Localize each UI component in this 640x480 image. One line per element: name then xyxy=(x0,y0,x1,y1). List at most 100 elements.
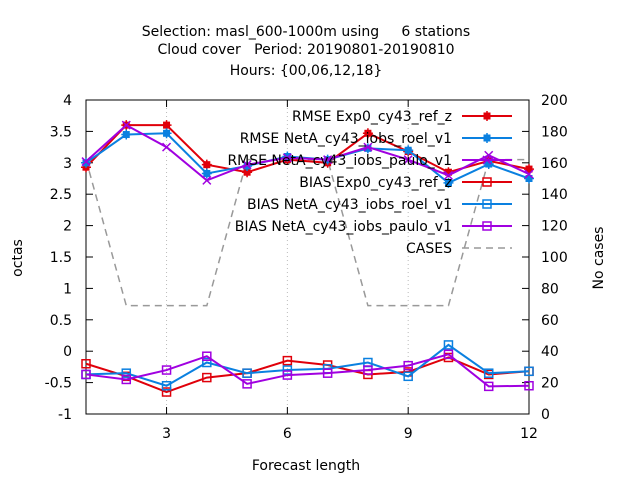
data-point xyxy=(161,365,172,375)
legend-marker xyxy=(482,177,492,187)
legend: RMSE Exp0_cy43_ref_z RMSE NetA_cy43_iobs_… xyxy=(227,109,512,257)
legend-item-bias-neta-cy43-iobs-paulo-v1: BIAS NetA_cy43_iobs_paulo_v1 xyxy=(235,219,512,235)
data-point xyxy=(81,359,91,369)
x-axis-label: Forecast length xyxy=(252,458,360,474)
data-point xyxy=(161,387,172,397)
data-point xyxy=(202,175,212,185)
y-tick-label: 4 xyxy=(63,93,72,109)
series-line-bias-neta-cy43-iobs-paulo-v1 xyxy=(85,353,530,388)
y-axis-label: octas xyxy=(10,239,26,277)
data-point xyxy=(202,357,212,368)
y-tick-label: 3.5 xyxy=(50,124,72,140)
data-point xyxy=(524,366,534,377)
data-point xyxy=(202,372,212,383)
data-point xyxy=(403,155,413,165)
legend-marker xyxy=(482,221,492,231)
data-point xyxy=(121,374,132,385)
data-point xyxy=(242,368,252,378)
series-bias-neta-cy43-iobs-paulo-v1 xyxy=(81,349,534,392)
chart-title: Selection: masl_600-1000m using 6 statio… xyxy=(142,24,470,79)
y-tick-label: 1 xyxy=(63,281,72,297)
data-point xyxy=(121,129,132,140)
x-tick-label: 9 xyxy=(404,426,413,442)
data-point xyxy=(363,142,373,152)
data-point xyxy=(282,370,293,380)
series-cases xyxy=(85,158,529,307)
data-point xyxy=(443,349,454,360)
data-point xyxy=(363,365,373,375)
y-tick-label: -0.5 xyxy=(45,376,72,392)
data-point xyxy=(524,169,534,179)
series-line-rmse-neta-cy43-iobs-paulo-v1 xyxy=(85,123,530,182)
y2-tick-label: 80 xyxy=(541,281,559,297)
y-tick-label: -1 xyxy=(58,407,72,423)
legend-marker xyxy=(482,155,492,165)
legend-marker xyxy=(482,199,492,209)
series-line-cases xyxy=(85,158,529,307)
data-point xyxy=(282,151,293,162)
data-point xyxy=(524,164,534,175)
series-line-bias-neta-cy43-iobs-roel-v1 xyxy=(85,343,530,387)
tick-labels: -1-0.500.511.522.533.5402040608010012014… xyxy=(45,93,568,442)
legend-item-bias-exp0-cy43-ref-z: BIAS Exp0_cy43_ref_z xyxy=(299,175,512,191)
y2-axis-label: No cases xyxy=(591,227,607,290)
axes xyxy=(85,99,530,415)
data-point xyxy=(201,168,212,179)
data-point xyxy=(443,177,454,188)
data-point xyxy=(282,153,292,163)
y-tick-label: 1.5 xyxy=(50,250,72,266)
data-point xyxy=(242,160,252,170)
legend-label: BIAS NetA_cy43_iobs_roel_v1 xyxy=(247,197,452,213)
data-point xyxy=(322,368,333,378)
x-tick-label: 12 xyxy=(520,426,538,442)
y2-tick-label: 120 xyxy=(541,219,568,235)
legend-label: BIAS Exp0_cy43_ref_z xyxy=(299,175,452,191)
legend-item-rmse-exp0-cy43-ref-z: RMSE Exp0_cy43_ref_z xyxy=(292,109,512,125)
data-point xyxy=(483,381,494,392)
series-rmse-neta-cy43-iobs-paulo-v1 xyxy=(81,120,534,185)
data-point xyxy=(403,145,414,156)
data-point xyxy=(121,368,132,378)
y2-tick-label: 140 xyxy=(541,187,568,203)
data-point xyxy=(81,157,91,167)
data-point xyxy=(202,351,212,361)
legend-label: RMSE Exp0_cy43_ref_z xyxy=(292,109,452,125)
data-point xyxy=(362,128,373,139)
data-point xyxy=(161,128,172,139)
data-point xyxy=(524,173,534,184)
data-point xyxy=(282,365,293,375)
legend-item-bias-neta-cy43-iobs-roel-v1: BIAS NetA_cy43_iobs_roel_v1 xyxy=(247,197,512,213)
y2-tick-label: 180 xyxy=(541,124,568,140)
legend-item-rmse-neta-cy43-iobs-roel-v1: RMSE NetA_cy43_iobs_roel_v1 xyxy=(240,131,512,147)
y2-tick-label: 200 xyxy=(541,93,568,109)
legend-label: RMSE NetA_cy43_iobs_paulo_v1 xyxy=(227,153,452,169)
data-point xyxy=(524,380,534,391)
data-point xyxy=(483,368,494,378)
y-tick-label: 3 xyxy=(63,156,72,172)
data-point xyxy=(443,170,453,180)
legend-item-rmse-neta-cy43-iobs-paulo-v1: RMSE NetA_cy43_iobs_paulo_v1 xyxy=(227,153,512,169)
data-point xyxy=(161,380,172,391)
y-tick-label: 2.5 xyxy=(50,187,72,203)
data-point xyxy=(403,371,413,382)
title-line-1: Selection: masl_600-1000m using 6 statio… xyxy=(142,24,470,40)
y2-tick-label: 100 xyxy=(541,250,568,266)
data-point xyxy=(484,150,494,160)
y2-tick-label: 40 xyxy=(541,344,559,360)
y2-tick-label: 160 xyxy=(541,156,568,172)
data-point xyxy=(81,369,91,380)
data-point xyxy=(162,142,172,152)
data-point xyxy=(121,120,131,130)
data-point xyxy=(81,157,91,168)
legend-label: BIAS NetA_cy43_iobs_paulo_v1 xyxy=(235,219,452,235)
legend-marker xyxy=(482,111,492,121)
x-tick-label: 3 xyxy=(162,426,171,442)
title-line-3: Hours: {00,06,12,18} xyxy=(230,63,383,79)
legend-item-cases: CASES xyxy=(406,241,512,257)
data-point xyxy=(403,360,413,371)
data-point xyxy=(201,159,212,170)
legend-label: CASES xyxy=(406,241,452,257)
legend-label: RMSE NetA_cy43_iobs_roel_v1 xyxy=(240,131,452,147)
y2-tick-label: 20 xyxy=(541,376,559,392)
